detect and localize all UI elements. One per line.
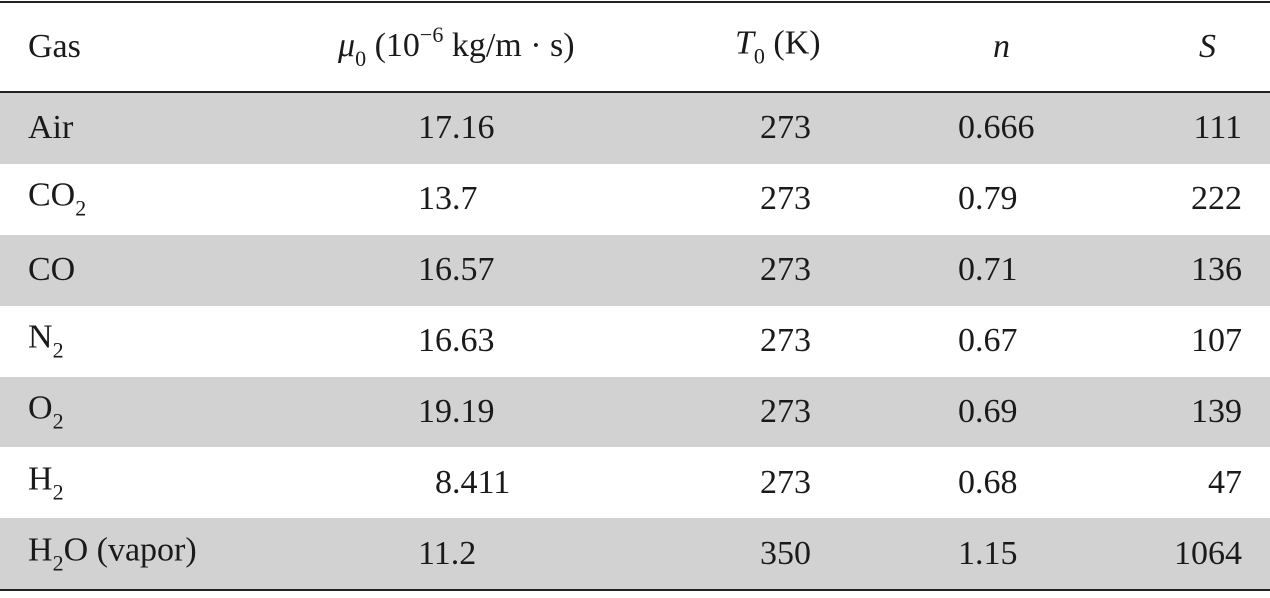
table-row: H2O (vapor) 11.2 350 1.15 1064 (0, 518, 1270, 590)
table-row: O2 19.19 273 0.69 139 (0, 376, 1270, 448)
table-cell: 0.69 (958, 393, 1018, 431)
table-cell: 273 (760, 251, 811, 289)
header-cell: T0 (K) (735, 24, 821, 69)
bottom-rule (0, 589, 1270, 591)
table-cell: 1.15 (958, 534, 1018, 572)
table-row: N2 16.63 273 0.67 107 (0, 306, 1270, 377)
table-cell: O2 (28, 389, 64, 434)
text-segment: (K) (764, 24, 821, 62)
text-segment: (10 (366, 27, 420, 64)
table-row: Air 17.16 273 0.666 111 (0, 93, 1270, 164)
text-segment: n (993, 28, 1010, 65)
top-rule (0, 1, 1270, 3)
header-row: Gas μ0 (10−6 kg/m · s) T0 (K) n S (0, 3, 1270, 91)
table-cell: H2 (28, 462, 64, 503)
table-cell: 1064 (1174, 534, 1242, 572)
table-cell: 273 (760, 393, 811, 431)
text-segment: −6 (419, 22, 444, 47)
table-cell: 273 (760, 109, 811, 147)
text-segment: T (735, 24, 754, 62)
text-segment: 0 (355, 46, 367, 71)
table-cell: 111 (1193, 109, 1242, 147)
text-segment: μ (338, 27, 356, 64)
text-segment: O (28, 389, 53, 427)
table-cell: 139 (1191, 393, 1242, 431)
table-cell: 16.57 (418, 251, 495, 289)
table-cell: 19.19 (418, 393, 495, 431)
text-segment: 2 (52, 479, 64, 505)
text-segment: 2 (52, 550, 64, 576)
header-rule (0, 91, 1270, 93)
text-segment: Air (28, 109, 74, 147)
table-cell: N2 (28, 318, 64, 363)
table-cell: H2O (vapor) (28, 533, 197, 574)
text-segment: H (28, 531, 53, 569)
table-cell: 47 (1208, 463, 1242, 501)
text-segment: Gas (28, 28, 81, 65)
table-cell: 13.7 (418, 180, 478, 218)
text-segment: kg/m · s) (443, 27, 575, 64)
text-segment: S (1199, 28, 1216, 65)
table-cell: 273 (760, 322, 811, 360)
text-segment: 2 (75, 195, 87, 221)
header-cell: S (1199, 30, 1216, 64)
text-segment: O (vapor) (63, 531, 197, 569)
header-cell: μ0 (10−6 kg/m · s) (338, 24, 575, 70)
text-segment: H (28, 460, 53, 498)
table-cell: 273 (760, 180, 811, 218)
table-cell: 8.411 (435, 463, 511, 501)
text-segment: CO (28, 251, 76, 289)
text-segment: 2 (52, 337, 64, 363)
table-cell: Air (28, 111, 73, 145)
text-segment: N (28, 318, 53, 356)
table-cell: 0.71 (958, 251, 1018, 289)
header-cell: n (993, 30, 1010, 64)
header-cell: Gas (28, 30, 81, 64)
table-row: CO 16.57 273 0.71 136 (0, 234, 1270, 306)
table-cell: 273 (760, 463, 811, 501)
table-cell: 107 (1191, 322, 1242, 360)
table-cell: 11.2 (418, 534, 477, 572)
table-cell: 0.79 (958, 180, 1018, 218)
table-cell: 16.63 (418, 322, 495, 360)
table-cell: 17.16 (418, 109, 495, 147)
text-segment: 0 (753, 43, 765, 69)
table-cell: 0.666 (958, 109, 1035, 147)
table-cell: CO2 (28, 176, 87, 221)
table-cell: 222 (1191, 180, 1242, 218)
table-row: H2 8.411 273 0.68 47 (0, 448, 1270, 519)
text-segment: 2 (52, 408, 64, 434)
table-cell: 0.68 (958, 463, 1018, 501)
table-cell: CO (28, 253, 75, 287)
table-row: CO2 13.7 273 0.79 222 (0, 164, 1270, 235)
text-segment: CO (28, 176, 76, 214)
table-cell: 136 (1191, 251, 1242, 289)
table-cell: 350 (760, 534, 811, 572)
table-cell: 0.67 (958, 322, 1018, 360)
